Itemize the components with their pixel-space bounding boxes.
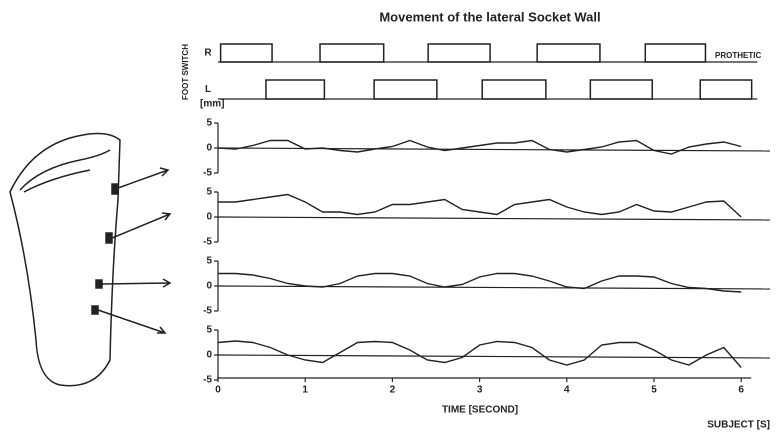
y-tick-label: -5 xyxy=(203,306,212,317)
switch-pulse xyxy=(427,43,491,63)
switch-pulse xyxy=(481,79,547,100)
zero-line xyxy=(217,354,771,359)
x-tick-label: 6 xyxy=(738,385,744,396)
x-tick-label: 4 xyxy=(564,385,570,396)
channel-label: R xyxy=(204,48,212,59)
switch-pulse xyxy=(373,79,438,100)
x-axis-label: TIME [SECOND] xyxy=(442,405,518,416)
y-tick-label: 0 xyxy=(206,143,212,154)
switch-pulse xyxy=(589,79,654,100)
zero-line xyxy=(217,216,771,221)
y-tick-label: 5 xyxy=(206,187,212,198)
channel-label: L xyxy=(205,84,211,95)
trace xyxy=(218,193,742,218)
switch-pulse xyxy=(265,79,326,100)
trace xyxy=(217,139,742,155)
y-tick-label: -5 xyxy=(203,237,212,248)
y-unit: [mm] xyxy=(200,99,224,110)
socket-sketch xyxy=(9,132,172,387)
switch-pulse xyxy=(644,43,707,63)
y-tick-label: 5 xyxy=(206,118,212,129)
y-tick-label: 0 xyxy=(206,281,212,292)
y-tick-label: 5 xyxy=(206,256,212,267)
chart-title: Movement of the lateral Socket Wall xyxy=(379,9,600,24)
switch-pulse xyxy=(319,43,385,63)
x-tick-label: 5 xyxy=(651,385,657,396)
foot-switch-label: FOOT SWITCH xyxy=(181,44,190,100)
x-tick-label: 3 xyxy=(477,385,483,396)
y-tick-label: 0 xyxy=(206,212,212,223)
y-tick-label: -5 xyxy=(203,375,212,386)
trace xyxy=(217,340,742,368)
x-tick-label: 0 xyxy=(215,385,221,396)
switch-pulse xyxy=(536,43,601,63)
y-tick-label: 5 xyxy=(206,325,212,336)
y-tick-label: 0 xyxy=(206,350,212,361)
x-tick-label: 2 xyxy=(390,385,396,396)
annotation: PROTHETIC xyxy=(715,51,761,60)
zero-line xyxy=(217,147,771,152)
switch-pulse xyxy=(699,79,753,100)
y-tick-label: -5 xyxy=(203,168,212,179)
x-tick-label: 1 xyxy=(302,385,308,396)
switch-pulse xyxy=(219,43,273,63)
trace xyxy=(218,272,742,293)
footnote: SUBJECT [S] xyxy=(707,420,770,431)
